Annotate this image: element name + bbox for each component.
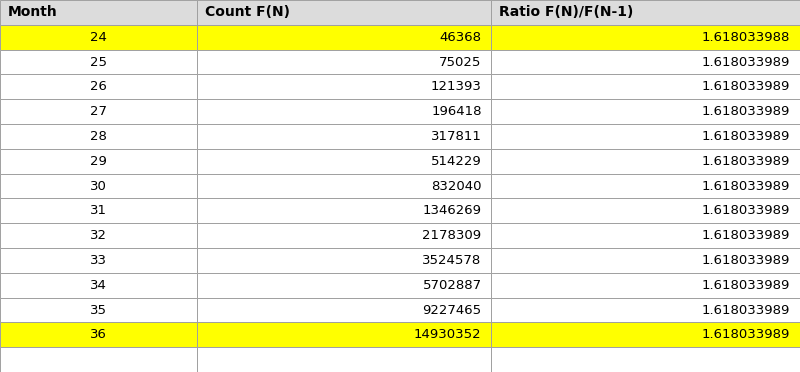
- Text: Ratio F(N)/F(N-1): Ratio F(N)/F(N-1): [499, 6, 634, 19]
- Text: 514229: 514229: [431, 155, 482, 168]
- Text: 1.618033989: 1.618033989: [702, 328, 790, 341]
- Bar: [197, 273, 491, 298]
- Bar: [197, 25, 491, 49]
- Bar: [197, 74, 491, 99]
- Text: 25: 25: [90, 55, 107, 68]
- Bar: [0, 0, 197, 25]
- Text: 1.618033989: 1.618033989: [702, 254, 790, 267]
- Bar: [0, 99, 197, 124]
- Bar: [491, 347, 800, 372]
- Text: 1.618033989: 1.618033989: [702, 80, 790, 93]
- Text: 196418: 196418: [431, 105, 482, 118]
- Bar: [491, 49, 800, 74]
- Text: 1.618033989: 1.618033989: [702, 105, 790, 118]
- Bar: [197, 0, 491, 25]
- Text: 26: 26: [90, 80, 107, 93]
- Text: Count F(N): Count F(N): [205, 6, 290, 19]
- Text: Month: Month: [8, 6, 58, 19]
- Text: 33: 33: [90, 254, 107, 267]
- Bar: [491, 25, 800, 49]
- Text: 30: 30: [90, 180, 107, 192]
- Text: 1.618033989: 1.618033989: [702, 180, 790, 192]
- Text: 1.618033989: 1.618033989: [702, 130, 790, 143]
- Bar: [491, 323, 800, 347]
- Text: 9227465: 9227465: [422, 304, 482, 317]
- Bar: [491, 298, 800, 323]
- Bar: [0, 174, 197, 198]
- Text: 27: 27: [90, 105, 107, 118]
- Text: 14930352: 14930352: [414, 328, 482, 341]
- Bar: [491, 198, 800, 223]
- Bar: [197, 124, 491, 149]
- Bar: [0, 323, 197, 347]
- Text: 34: 34: [90, 279, 107, 292]
- Bar: [197, 99, 491, 124]
- Bar: [197, 198, 491, 223]
- Bar: [0, 124, 197, 149]
- Bar: [491, 124, 800, 149]
- Text: 32: 32: [90, 229, 107, 242]
- Text: 5702887: 5702887: [422, 279, 482, 292]
- Text: 3524578: 3524578: [422, 254, 482, 267]
- Text: 36: 36: [90, 328, 107, 341]
- Bar: [0, 74, 197, 99]
- Bar: [197, 248, 491, 273]
- Bar: [0, 49, 197, 74]
- Text: 121393: 121393: [430, 80, 482, 93]
- Bar: [491, 74, 800, 99]
- Bar: [491, 273, 800, 298]
- Bar: [0, 223, 197, 248]
- Bar: [0, 25, 197, 49]
- Text: 28: 28: [90, 130, 107, 143]
- Text: 24: 24: [90, 31, 107, 44]
- Text: 2178309: 2178309: [422, 229, 482, 242]
- Bar: [491, 99, 800, 124]
- Bar: [491, 248, 800, 273]
- Bar: [197, 223, 491, 248]
- Text: 1.618033989: 1.618033989: [702, 55, 790, 68]
- Bar: [491, 0, 800, 25]
- Bar: [0, 347, 197, 372]
- Bar: [0, 149, 197, 174]
- Text: 1.618033988: 1.618033988: [702, 31, 790, 44]
- Bar: [491, 149, 800, 174]
- Text: 46368: 46368: [440, 31, 482, 44]
- Bar: [0, 273, 197, 298]
- Bar: [0, 198, 197, 223]
- Text: 1.618033989: 1.618033989: [702, 304, 790, 317]
- Bar: [491, 223, 800, 248]
- Bar: [197, 49, 491, 74]
- Text: 1.618033989: 1.618033989: [702, 204, 790, 217]
- Text: 1.618033989: 1.618033989: [702, 279, 790, 292]
- Text: 317811: 317811: [430, 130, 482, 143]
- Text: 832040: 832040: [431, 180, 482, 192]
- Text: 75025: 75025: [439, 55, 482, 68]
- Text: 1.618033989: 1.618033989: [702, 155, 790, 168]
- Bar: [197, 347, 491, 372]
- Bar: [0, 298, 197, 323]
- Text: 31: 31: [90, 204, 107, 217]
- Bar: [197, 149, 491, 174]
- Bar: [197, 174, 491, 198]
- Text: 35: 35: [90, 304, 107, 317]
- Bar: [197, 298, 491, 323]
- Text: 1.618033989: 1.618033989: [702, 229, 790, 242]
- Bar: [197, 323, 491, 347]
- Bar: [0, 248, 197, 273]
- Text: 1346269: 1346269: [422, 204, 482, 217]
- Text: 29: 29: [90, 155, 107, 168]
- Bar: [491, 174, 800, 198]
